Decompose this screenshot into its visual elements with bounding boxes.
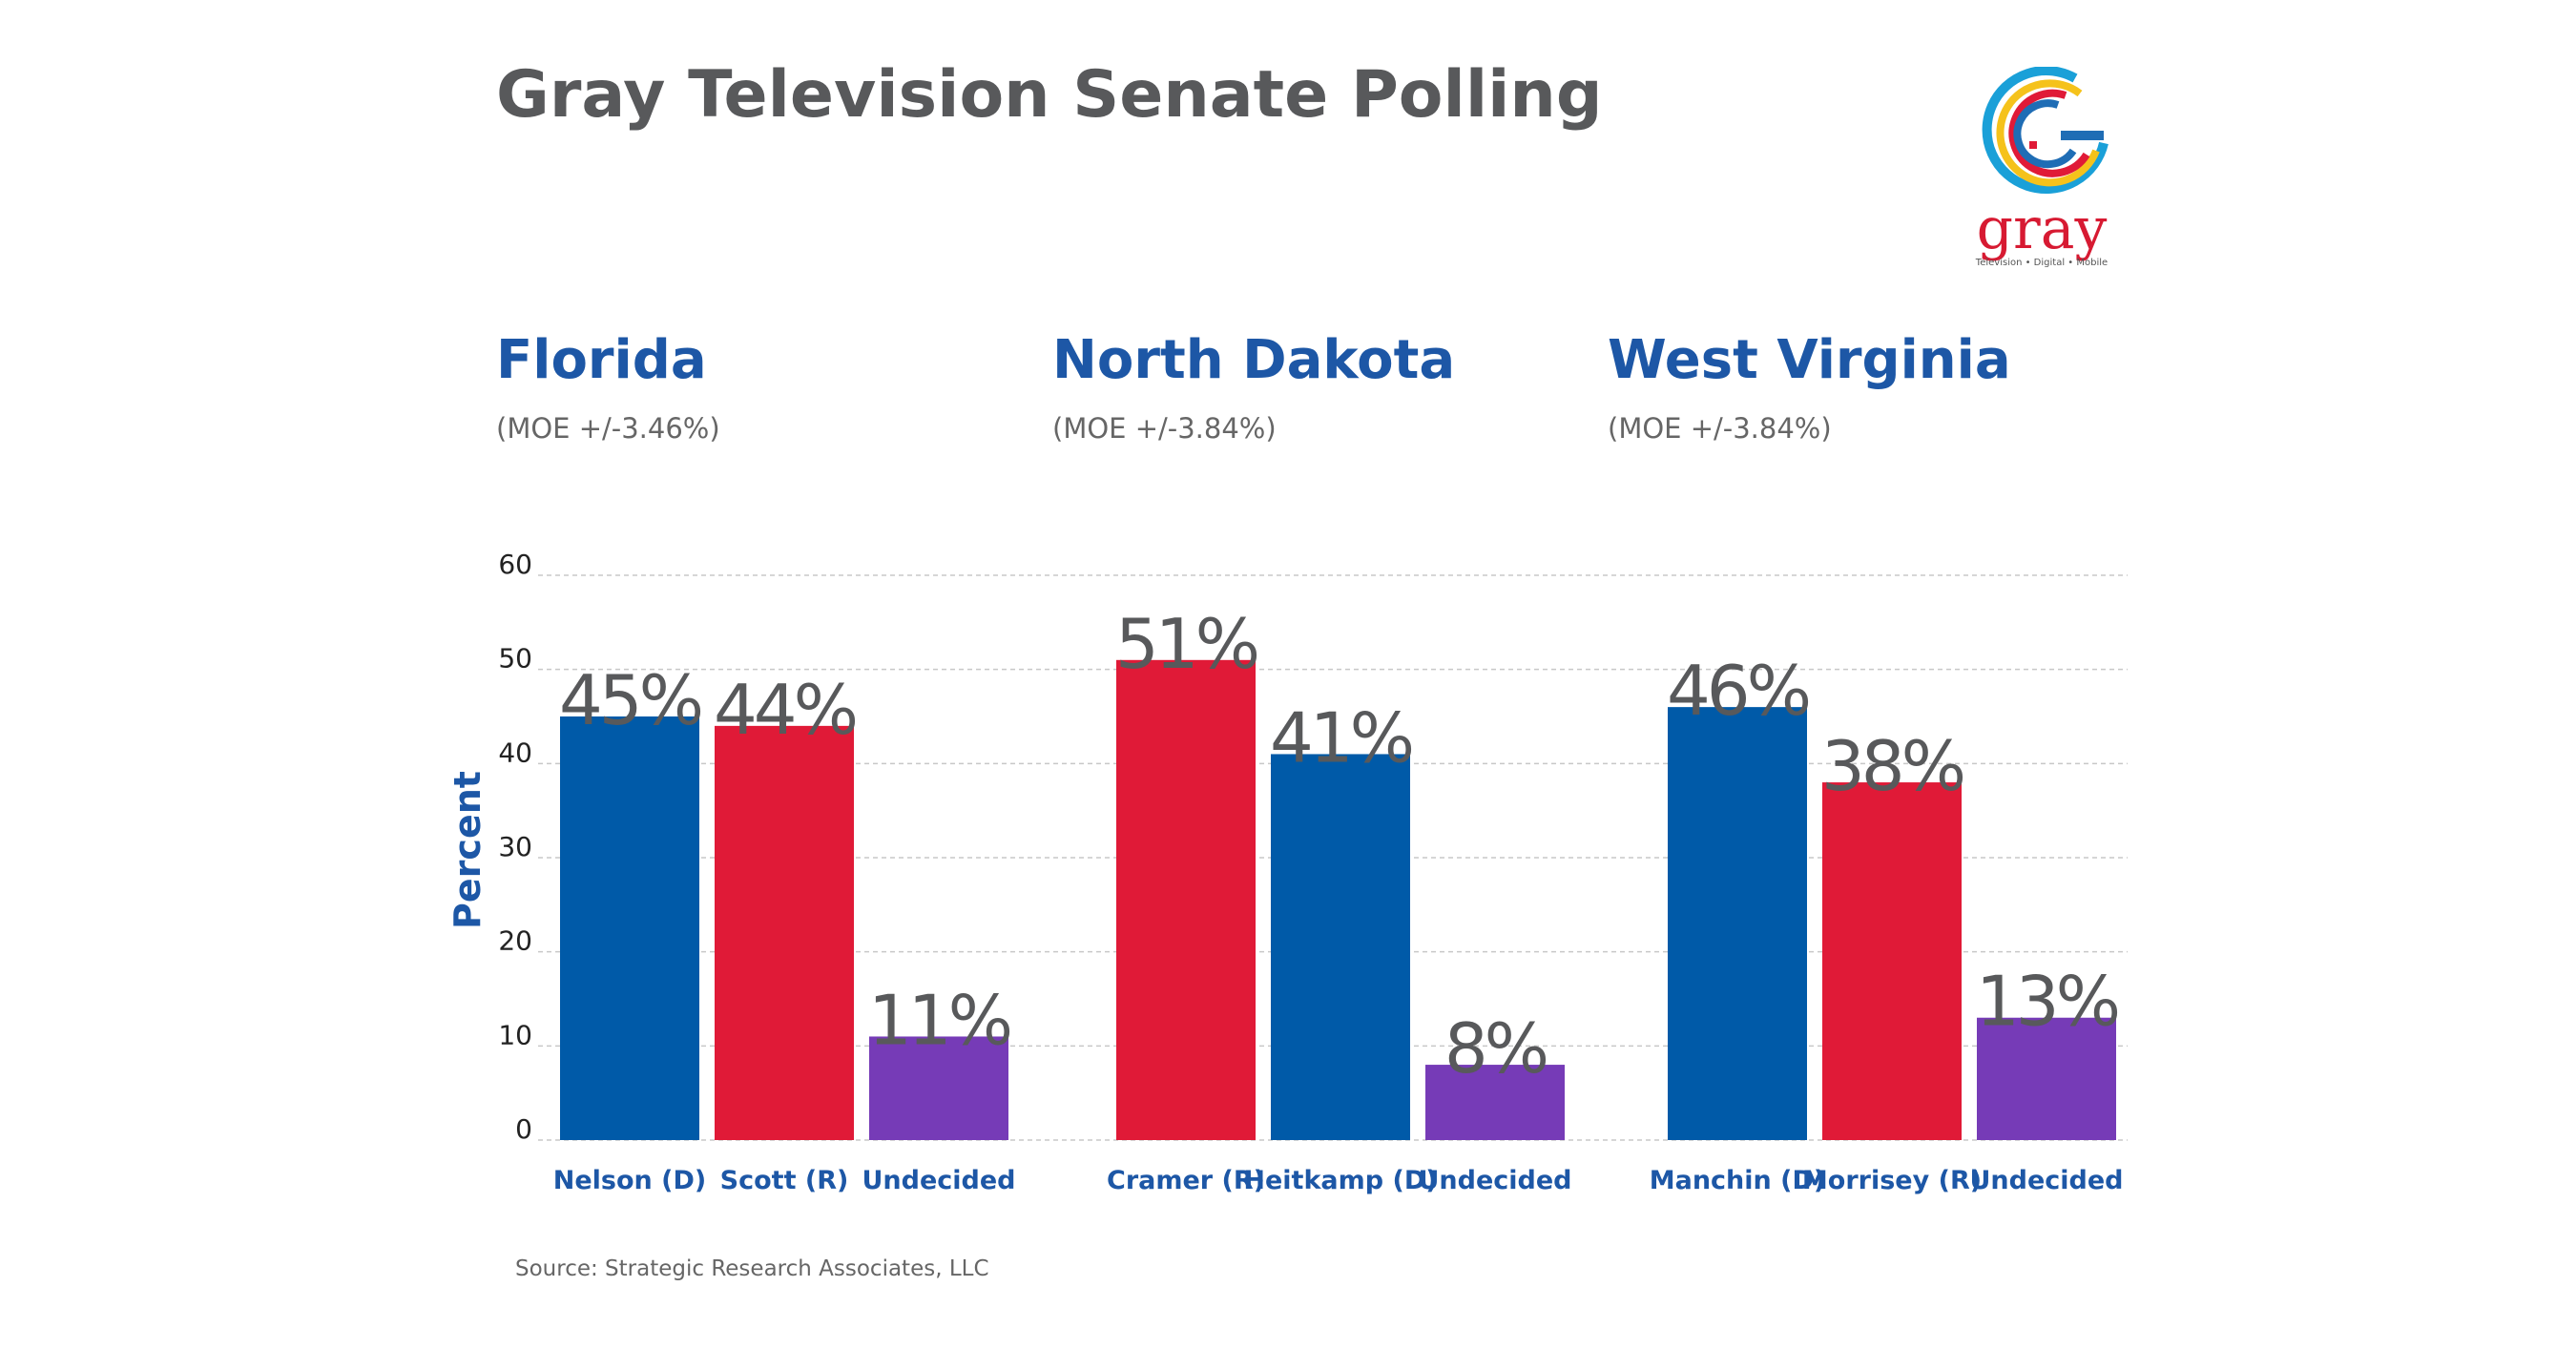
y-tick-label: 50 [498,643,532,674]
data-label: 38% [1821,726,1963,806]
y-tick-label: 0 [515,1113,532,1145]
state-title-north-dakota: North Dakota [1052,329,1456,391]
gray-g-logo-icon [1982,66,2109,195]
x-tick-label: Undecided [1969,1166,2123,1195]
data-label: 8% [1444,1008,1547,1089]
bar-undecided [1977,1017,2116,1140]
x-tick-label: Cramer (R) [1107,1166,1265,1195]
bar-manchin-d [1668,707,1807,1140]
x-tick-label: Manchin (D) [1650,1166,1826,1195]
source-note: Source: Strategic Research Associates, L… [515,1256,989,1281]
moe-west-virginia: (MOE +/-3.84%) [1608,412,1832,445]
x-tick-label: Morrisey (R) [1802,1166,1982,1195]
gray-logo: gray Television • Digital • Mobile [1965,66,2118,268]
page-title: Gray Television Senate Polling [496,57,1603,133]
logo-wordmark: gray [1976,196,2108,262]
x-tick-label: Nelson (D) [553,1166,707,1195]
x-tick-label: Undecided [862,1166,1015,1195]
data-label: 46% [1667,651,1809,731]
x-tick-label: Scott (R) [720,1166,849,1195]
data-label: 51% [1115,604,1257,684]
y-tick-label: 30 [498,831,532,862]
state-title-west-virginia: West Virginia [1608,329,2011,391]
data-label: 41% [1270,697,1412,778]
bar-heitkamp-d [1271,754,1410,1140]
bar-morrisey-r [1822,782,1962,1140]
logo-tagline: Television • Digital • Mobile [1975,258,2109,268]
data-label: 11% [868,980,1010,1060]
bar-scott-r [715,725,854,1140]
bar-cramer-r [1116,659,1256,1140]
bar-undecided [869,1036,1008,1140]
x-tick-label: Undecided [1418,1166,1571,1195]
data-label: 45% [559,660,701,740]
y-tick-label: 40 [498,737,532,768]
x-tick-label: Heitkamp (D) [1243,1166,1437,1195]
data-label: 13% [1976,962,2118,1042]
y-tick-label: 10 [498,1019,532,1050]
data-label: 44% [714,670,856,750]
y-tick-label: 60 [498,549,532,580]
state-title-florida: Florida [496,329,707,391]
y-tick-label: 20 [498,925,532,957]
moe-north-dakota: (MOE +/-3.84%) [1052,412,1277,445]
moe-florida: (MOE +/-3.46%) [496,412,720,445]
bar-undecided [1425,1065,1565,1140]
bar-nelson-d [560,716,699,1140]
